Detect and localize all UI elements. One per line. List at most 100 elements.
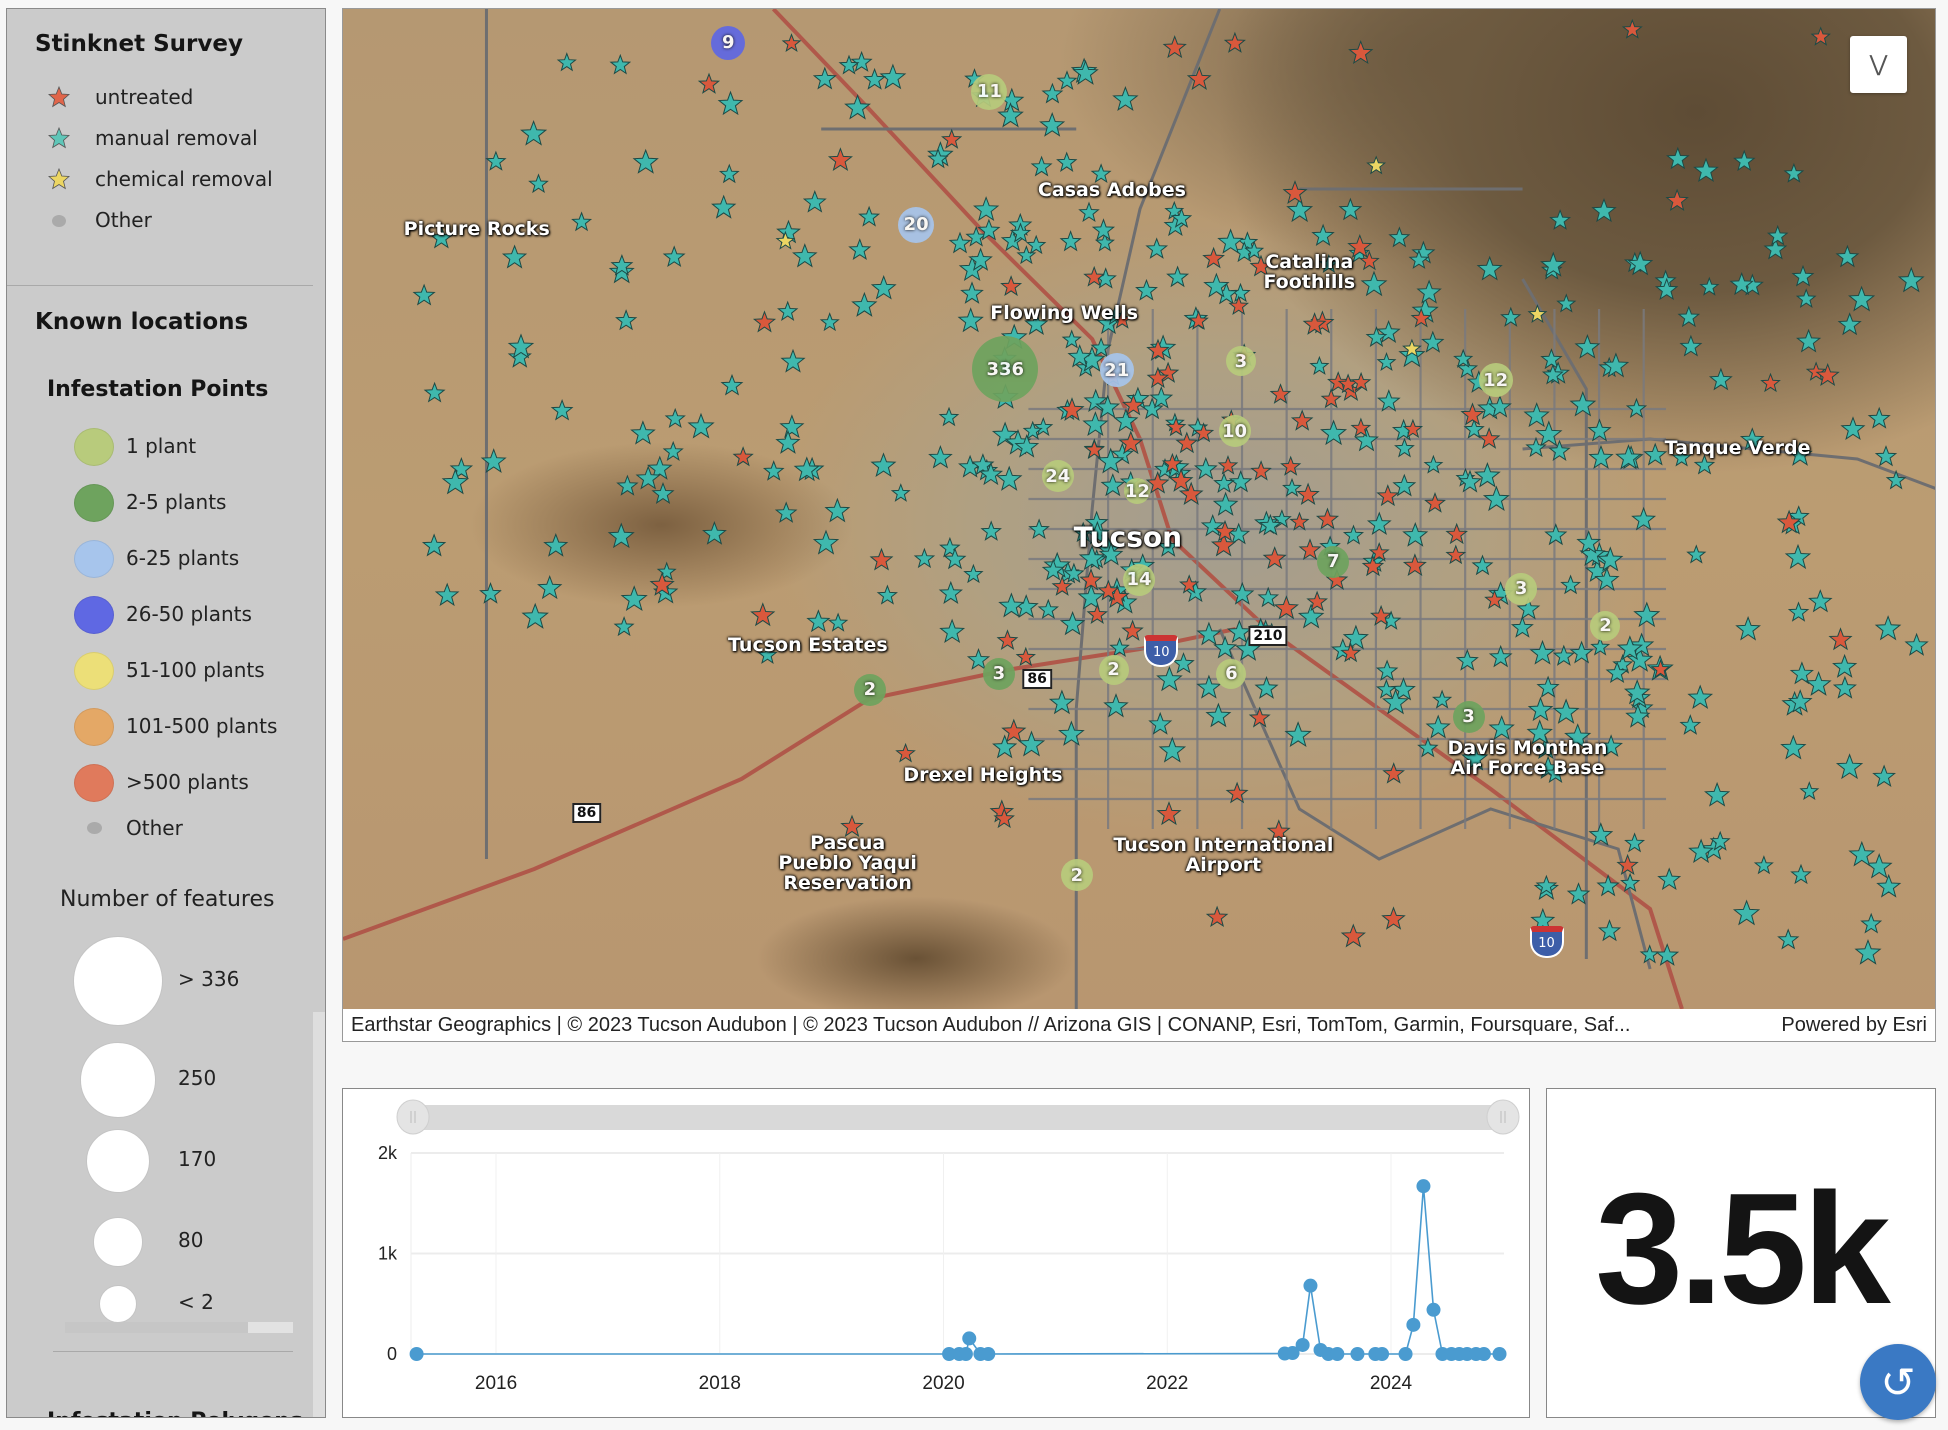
survey-point-star-icon[interactable] — [1017, 730, 1046, 757]
survey-point-star-icon[interactable] — [1318, 253, 1339, 273]
survey-point-star-icon[interactable] — [1805, 361, 1827, 381]
survey-point-star-icon[interactable] — [996, 629, 1019, 651]
survey-point-star-icon[interactable] — [1402, 418, 1424, 439]
powered-by-esri[interactable]: Powered by Esri — [1781, 1013, 1927, 1036]
survey-point-star-icon[interactable] — [824, 497, 851, 523]
survey-point-star-icon[interactable] — [1564, 723, 1592, 749]
survey-point-star-icon[interactable] — [1203, 272, 1230, 298]
survey-point-star-icon[interactable] — [1398, 341, 1426, 368]
survey-point-star-icon[interactable] — [1536, 675, 1560, 698]
survey-point-star-icon[interactable] — [996, 465, 1023, 491]
survey-point-star-icon[interactable] — [1569, 390, 1597, 417]
survey-point-star-icon[interactable] — [1623, 679, 1651, 705]
survey-point-star-icon[interactable] — [1122, 393, 1145, 416]
survey-point-star-icon[interactable] — [1471, 554, 1494, 576]
survey-point-star-icon[interactable] — [1196, 674, 1222, 699]
survey-point-star-icon[interactable] — [1789, 661, 1814, 685]
survey-point-star-icon[interactable] — [827, 612, 849, 632]
data-point[interactable] — [1303, 1278, 1318, 1293]
survey-point-star-icon[interactable] — [1262, 546, 1287, 570]
survey-point-star-icon[interactable] — [1445, 522, 1468, 545]
survey-point-star-icon[interactable] — [1000, 275, 1023, 297]
survey-point-star-icon[interactable] — [1777, 928, 1800, 950]
survey-point-star-icon[interactable] — [1527, 696, 1554, 722]
survey-point-star-icon[interactable] — [1535, 420, 1563, 447]
survey-point-star-icon[interactable] — [1015, 646, 1036, 667]
survey-point-star-icon[interactable] — [1217, 228, 1244, 254]
survey-point-star-icon[interactable] — [1590, 636, 1611, 656]
survey-point-star-icon[interactable] — [1320, 419, 1348, 446]
survey-point-star-icon[interactable] — [1787, 689, 1813, 713]
survey-point-star-icon[interactable] — [850, 50, 873, 72]
survey-point-star-icon[interactable] — [1594, 566, 1620, 592]
survey-point-star-icon[interactable] — [1014, 434, 1040, 458]
survey-point-star-icon[interactable] — [1024, 311, 1049, 335]
data-point[interactable] — [1492, 1347, 1507, 1361]
survey-point-star-icon[interactable] — [1650, 658, 1671, 679]
data-point[interactable] — [1426, 1302, 1441, 1317]
survey-point-star-icon[interactable] — [1170, 207, 1193, 228]
survey-point-star-icon[interactable] — [1366, 511, 1392, 535]
survey-point-star-icon[interactable] — [550, 398, 574, 421]
survey-point-star-icon[interactable] — [1086, 603, 1108, 624]
survey-point-star-icon[interactable] — [1078, 201, 1100, 223]
survey-point-star-icon[interactable] — [1548, 439, 1571, 461]
survey-point-star-icon[interactable] — [1832, 675, 1857, 699]
survey-point-star-icon[interactable] — [1602, 352, 1630, 378]
survey-point-star-icon[interactable] — [412, 283, 436, 306]
infestation-cluster[interactable]: 3 — [982, 657, 1015, 690]
data-point[interactable] — [1398, 1347, 1413, 1361]
survey-point-star-icon[interactable] — [980, 520, 1002, 541]
survey-point-star-icon[interactable] — [1500, 306, 1522, 327]
survey-point-star-icon[interactable] — [1217, 455, 1239, 475]
survey-point-star-icon[interactable] — [1533, 735, 1559, 760]
survey-point-star-icon[interactable] — [1815, 362, 1840, 387]
survey-point-star-icon[interactable] — [1109, 637, 1130, 657]
survey-point-star-icon[interactable] — [1179, 574, 1200, 594]
survey-point-star-icon[interactable] — [1347, 233, 1373, 258]
survey-point-star-icon[interactable] — [1166, 265, 1190, 288]
infestation-cluster[interactable]: 3 — [1505, 572, 1538, 605]
survey-point-star-icon[interactable] — [1810, 26, 1831, 46]
survey-point-star-icon[interactable] — [1597, 546, 1624, 572]
survey-point-star-icon[interactable] — [1348, 40, 1374, 65]
survey-point-star-icon[interactable] — [1084, 520, 1110, 545]
survey-point-star-icon[interactable] — [1421, 330, 1445, 353]
survey-point-star-icon[interactable] — [802, 189, 827, 213]
survey-point-star-icon[interactable] — [1535, 874, 1558, 896]
survey-point-star-icon[interactable] — [1001, 718, 1027, 743]
survey-point-star-icon[interactable] — [1760, 372, 1781, 393]
infestation-cluster[interactable]: 14 — [1123, 563, 1155, 596]
survey-point-star-icon[interactable] — [1552, 698, 1580, 724]
refresh-button[interactable]: ↺ — [1860, 1344, 1936, 1420]
survey-point-star-icon[interactable] — [1230, 581, 1255, 605]
survey-point-star-icon[interactable] — [1597, 919, 1622, 942]
survey-point-star-icon[interactable] — [1254, 675, 1279, 699]
survey-point-star-icon[interactable] — [1302, 312, 1327, 335]
survey-point-star-icon[interactable] — [1783, 162, 1805, 183]
survey-point-star-icon[interactable] — [1090, 337, 1112, 358]
survey-point-star-icon[interactable] — [1897, 266, 1925, 293]
survey-point-star-icon[interactable] — [1269, 383, 1292, 404]
survey-point-star-icon[interactable] — [1223, 31, 1246, 53]
survey-point-star-icon[interactable] — [1615, 444, 1642, 470]
survey-point-star-icon[interactable] — [1296, 482, 1320, 505]
survey-point-star-icon[interactable] — [1625, 397, 1648, 418]
survey-point-star-icon[interactable] — [895, 742, 916, 763]
survey-point-star-icon[interactable] — [1309, 355, 1330, 375]
time-range-slider-track[interactable] — [413, 1105, 1503, 1130]
survey-point-star-icon[interactable] — [1432, 689, 1453, 709]
survey-point-star-icon[interactable] — [1416, 279, 1442, 304]
survey-point-star-icon[interactable] — [646, 455, 673, 480]
survey-point-star-icon[interactable] — [1048, 689, 1075, 715]
survey-point-star-icon[interactable] — [1200, 513, 1225, 537]
survey-point-star-icon[interactable] — [1361, 554, 1385, 577]
survey-point-star-icon[interactable] — [520, 119, 548, 146]
survey-point-star-icon[interactable] — [812, 529, 840, 555]
survey-point-star-icon[interactable] — [1175, 431, 1199, 454]
survey-point-star-icon[interactable] — [1098, 542, 1124, 566]
data-point[interactable] — [1406, 1317, 1421, 1332]
survey-point-star-icon[interactable] — [776, 219, 801, 244]
infestation-cluster[interactable]: 10 — [1218, 415, 1251, 448]
survey-point-star-icon[interactable] — [1828, 627, 1853, 651]
